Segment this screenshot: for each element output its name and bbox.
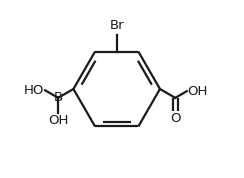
Text: B: B <box>54 91 63 104</box>
Text: OH: OH <box>188 85 208 98</box>
Text: Br: Br <box>109 19 124 32</box>
Text: HO: HO <box>24 84 44 97</box>
Text: O: O <box>170 112 181 125</box>
Text: OH: OH <box>48 114 68 127</box>
